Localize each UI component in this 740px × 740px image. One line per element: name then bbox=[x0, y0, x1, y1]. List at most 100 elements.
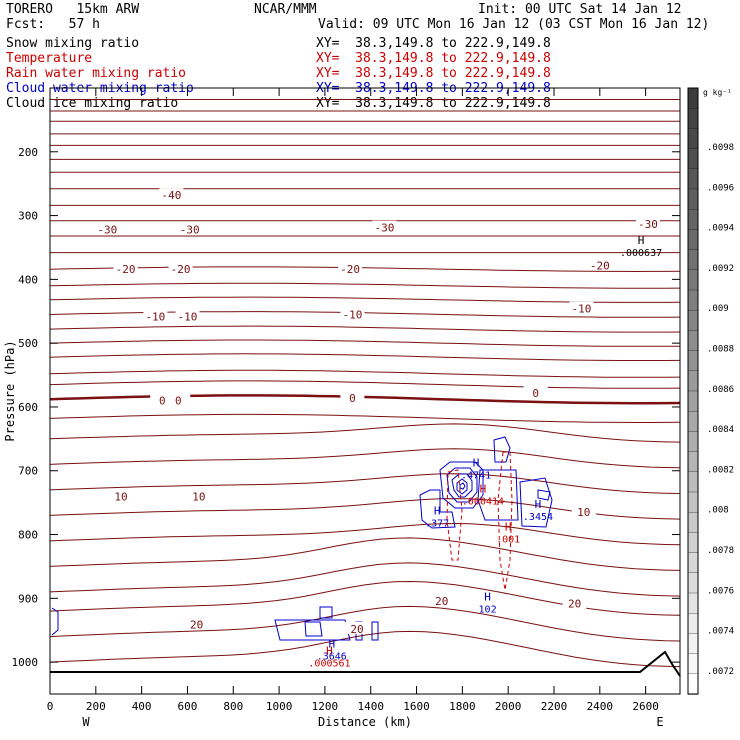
cloud-water-cell-low-2 bbox=[319, 606, 333, 619]
x-tick-label: 2400 bbox=[587, 700, 614, 713]
temperature-label: 0 bbox=[532, 387, 539, 400]
colorbar-segment bbox=[687, 108, 699, 130]
field-name-rain: Rain water mixing ratio bbox=[6, 66, 187, 81]
temperature-isoline bbox=[49, 413, 681, 423]
colorbar-label: .0098 bbox=[707, 143, 734, 153]
temperature-label: -20 bbox=[171, 263, 191, 276]
temperature-isoline bbox=[49, 353, 681, 361]
colorbar-segment bbox=[687, 451, 699, 473]
colorbar-segment bbox=[687, 390, 699, 412]
field-xy-rain: XY= 38.3,149.8 to 222.9,149.8 bbox=[316, 66, 551, 81]
y-tick-label: 300 bbox=[18, 210, 38, 223]
colorbar-label: .0088 bbox=[707, 345, 734, 355]
temperature-label: -30 bbox=[375, 222, 395, 235]
temperature-label: -10 bbox=[572, 303, 592, 316]
y-tick-label: 900 bbox=[18, 592, 38, 605]
temperature-label-bg bbox=[186, 489, 211, 502]
colorbar-label: .0096 bbox=[707, 183, 734, 193]
temperature-label: 10 bbox=[577, 506, 590, 519]
temperature-isoline bbox=[49, 325, 681, 333]
extremum-value: .3646 bbox=[317, 651, 347, 662]
temperature-label-bg bbox=[429, 593, 454, 606]
cloud-water-cell-low-east2 bbox=[371, 621, 379, 641]
colorbar-segment bbox=[687, 289, 699, 311]
extremum-mark: H bbox=[480, 482, 487, 495]
colorbar-segment bbox=[687, 512, 699, 534]
extremum-value: .4741 bbox=[461, 471, 491, 482]
temperature-label: 0 bbox=[175, 395, 182, 408]
temperature-label: -10 bbox=[145, 310, 165, 323]
colorbar-segment bbox=[687, 572, 699, 594]
temperature-isoline bbox=[49, 605, 681, 642]
colorbar-segment bbox=[687, 673, 699, 695]
temperature-isoline bbox=[49, 562, 681, 597]
terrain-line bbox=[50, 650, 681, 677]
temperature-label: -10 bbox=[342, 308, 362, 321]
colorbar-segment bbox=[687, 633, 699, 655]
cloud-water-cell-mid bbox=[477, 469, 519, 521]
colorbar-segment bbox=[687, 350, 699, 372]
x-tick-label: 2600 bbox=[632, 700, 659, 713]
temperature-isoline bbox=[49, 296, 681, 303]
extremum-value: .3454 bbox=[523, 512, 553, 523]
colorbar-segment bbox=[687, 229, 699, 251]
model-title: TORERO 15km ARW bbox=[6, 2, 140, 17]
cloud-water-cell-core-3 bbox=[451, 473, 473, 498]
x-tick-label: 1800 bbox=[449, 700, 476, 713]
temperature-label: -30 bbox=[97, 224, 117, 237]
temperature-isoline bbox=[49, 522, 681, 546]
extremum-value: .000637 bbox=[620, 248, 662, 259]
field-name-snow: Snow mixing ratio bbox=[6, 36, 140, 51]
colorbar-segment bbox=[687, 269, 699, 291]
x-tick-label: 1000 bbox=[266, 700, 293, 713]
temperature-label-bg bbox=[571, 505, 596, 518]
extremum-value: .001 bbox=[496, 535, 520, 546]
extremum-value: .377 bbox=[425, 519, 449, 530]
cloud-water-cell-low-inner bbox=[304, 621, 323, 637]
colorbar-segment bbox=[687, 613, 699, 635]
cloud-water-cell-low bbox=[274, 619, 351, 641]
temperature-label-bg bbox=[635, 216, 660, 229]
temperature-isoline bbox=[49, 473, 681, 494]
colorbar-segment bbox=[687, 249, 699, 271]
x-tick-label: 1400 bbox=[357, 700, 384, 713]
temperature-label: -10 bbox=[178, 310, 198, 323]
colorbar-label: .0076 bbox=[707, 586, 734, 596]
chart-marks: -40 -30 -30 -30 -30 -20 -20 -20 -20 -10 -10 -10 -10 0… bbox=[95, 188, 662, 669]
colorbar-label: .0092 bbox=[707, 264, 734, 274]
extremum-mark: H bbox=[484, 591, 491, 604]
colorbar-segment bbox=[687, 310, 699, 332]
temperature-isoline bbox=[49, 423, 681, 443]
y-tick-label: 400 bbox=[18, 273, 38, 286]
x-tick-label: 200 bbox=[86, 700, 106, 713]
temperature-label-bg bbox=[113, 262, 138, 275]
temperature-label: -20 bbox=[116, 263, 136, 276]
extremum-mark: H bbox=[434, 505, 441, 518]
colorbar-segment bbox=[687, 209, 699, 231]
temperature-label: 0 bbox=[159, 395, 166, 408]
rain-water-column-west bbox=[446, 469, 463, 561]
temperature-label: 20 bbox=[568, 597, 581, 610]
temperature-isoline bbox=[49, 537, 681, 571]
temperature-label-bg bbox=[587, 258, 612, 271]
x-tick-label: 400 bbox=[132, 700, 152, 713]
colorbar-segment bbox=[687, 653, 699, 675]
colorbar-segment bbox=[687, 532, 699, 554]
colorbar-segment bbox=[687, 471, 699, 493]
temperature-label-bg bbox=[159, 188, 184, 201]
cloud-water-cell-core-outer bbox=[439, 461, 484, 509]
field-name-cloud-water: Cloud water mixing ratio bbox=[6, 81, 194, 96]
y-axis-label: Pressure (hPa) bbox=[3, 340, 17, 441]
temperature-contours bbox=[49, 87, 681, 668]
temperature-label: -20 bbox=[340, 263, 360, 276]
x-axis-label: Distance (km) bbox=[318, 715, 412, 729]
temperature-label-bg bbox=[562, 596, 587, 609]
colorbar-frame bbox=[687, 87, 699, 695]
temperature-label-bg bbox=[166, 393, 191, 406]
x-tick-label: 600 bbox=[178, 700, 198, 713]
plot-frame bbox=[49, 87, 681, 695]
temperature-isoline bbox=[49, 282, 681, 289]
colorbar-segment bbox=[687, 87, 699, 109]
field-name-temperature: Temperature bbox=[6, 51, 93, 66]
